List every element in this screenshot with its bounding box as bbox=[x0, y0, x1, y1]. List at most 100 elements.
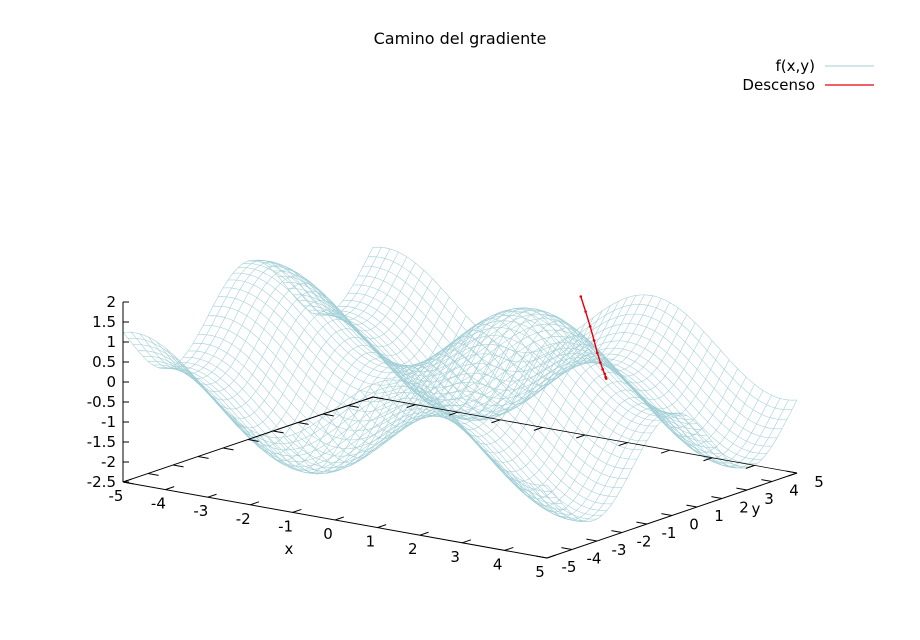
x-tick-label: 1 bbox=[366, 533, 376, 551]
y-tick-mark-back bbox=[297, 422, 309, 425]
descent-point bbox=[604, 377, 608, 380]
mesh-line-y bbox=[197, 334, 623, 488]
tick-labels: -5 -4 -3 -2 -1 0 1 2 3 4 5 -5 -4 -3 -2 -1 0 1 2 3 4 521.510.5… bbox=[87, 293, 824, 581]
mesh-line-y bbox=[187, 350, 613, 505]
mesh-line-y bbox=[317, 314, 743, 469]
surface-mesh bbox=[122, 246, 798, 522]
x-tick-mark bbox=[377, 524, 387, 529]
x-tick-mark bbox=[207, 493, 217, 498]
z-tick-label: 0.5 bbox=[92, 353, 116, 371]
y-tick-mark-back bbox=[322, 413, 334, 417]
mesh-line-y bbox=[227, 279, 653, 434]
mesh-line-x bbox=[131, 247, 382, 370]
descent-point bbox=[579, 295, 583, 298]
y-tick-label: -2 bbox=[637, 533, 652, 551]
x-tick-label: -2 bbox=[236, 510, 251, 528]
mesh-line-y bbox=[232, 272, 658, 427]
y-tick-mark-back bbox=[147, 473, 159, 476]
mesh-line-y bbox=[287, 288, 713, 442]
descent-point bbox=[603, 372, 606, 376]
mesh-line-y bbox=[247, 260, 673, 415]
descent-point bbox=[588, 325, 592, 328]
y-tick-label: 0 bbox=[689, 516, 699, 534]
mesh-line-y bbox=[347, 292, 773, 447]
mesh-line-y bbox=[182, 357, 608, 511]
mesh-line-y bbox=[132, 344, 558, 498]
z-tick-label: 1.5 bbox=[92, 313, 116, 331]
y-tick-label: 4 bbox=[789, 482, 799, 500]
mesh-line-y bbox=[242, 263, 668, 417]
mesh-line-y bbox=[362, 266, 788, 420]
mesh-line-y bbox=[147, 360, 573, 515]
z-tick-label: -1.5 bbox=[87, 433, 116, 451]
x-tick-mark bbox=[504, 546, 514, 551]
mesh-line-y bbox=[142, 356, 568, 510]
x-tick-label: -1 bbox=[278, 517, 293, 535]
y-axis-label: y bbox=[752, 500, 761, 518]
axes bbox=[122, 301, 798, 559]
y-tick-mark bbox=[761, 479, 773, 482]
z-tick-label: -2 bbox=[101, 453, 116, 471]
x-tick-mark-back bbox=[448, 411, 458, 416]
y-tick-label: -1 bbox=[662, 524, 677, 542]
mesh-line-y bbox=[292, 294, 718, 449]
chart-title: Camino del gradiente bbox=[374, 29, 547, 48]
y-tick-mark-back bbox=[222, 447, 234, 451]
z-tick-label: 1 bbox=[106, 333, 116, 351]
x-tick-label: -5 bbox=[109, 487, 124, 505]
y-tick-mark bbox=[661, 513, 673, 516]
y-tick-mark bbox=[636, 521, 648, 525]
mesh-line-x bbox=[512, 390, 764, 513]
x-tick-mark-back bbox=[491, 419, 501, 424]
x-axis-label: x bbox=[285, 540, 294, 558]
y-tick-mark bbox=[786, 470, 798, 474]
y-tick-label: 1 bbox=[714, 507, 724, 525]
x-tick-label: -3 bbox=[193, 502, 208, 520]
mesh-line-y bbox=[367, 256, 793, 410]
z-tick-label: -2.5 bbox=[87, 473, 116, 491]
x-tick-label: -4 bbox=[151, 495, 166, 513]
y-tick-label: 2 bbox=[739, 499, 749, 517]
mesh-line-y bbox=[167, 367, 593, 522]
x-tick-label: 5 bbox=[535, 563, 545, 581]
y-tick-mark-back bbox=[172, 464, 184, 468]
y-tick-label: 3 bbox=[764, 490, 774, 508]
mesh-line-y bbox=[302, 305, 728, 460]
descent-point bbox=[601, 368, 604, 371]
mesh-line-y bbox=[312, 312, 738, 467]
mesh-line-y bbox=[157, 367, 583, 521]
x-tick-mark-back bbox=[618, 442, 628, 447]
mesh-line-y bbox=[357, 275, 783, 430]
y-tick-mark bbox=[586, 538, 598, 542]
mesh-line-y bbox=[372, 246, 798, 401]
mesh-line-y bbox=[252, 259, 678, 414]
x-tick-mark-back bbox=[364, 396, 374, 401]
x-tick-mark-back bbox=[533, 426, 543, 431]
x-tick-mark-back bbox=[745, 464, 755, 469]
x-tick-label: 3 bbox=[450, 548, 460, 566]
x-tick-label: 2 bbox=[408, 540, 418, 558]
mesh-line-y bbox=[212, 305, 638, 460]
y-tick-mark-back bbox=[372, 396, 384, 400]
x-tick-mark bbox=[334, 516, 344, 521]
z-tick-label: 2 bbox=[106, 293, 116, 311]
mesh-line-x bbox=[504, 384, 755, 507]
descent-point bbox=[596, 351, 599, 355]
mesh-line-y bbox=[307, 309, 733, 464]
x-tick-mark bbox=[462, 539, 472, 544]
mesh-line-y bbox=[352, 284, 778, 439]
y-tick-label: 5 bbox=[814, 473, 824, 491]
mesh-line-y bbox=[342, 300, 768, 454]
y-tick-mark bbox=[686, 504, 698, 508]
x-tick-mark bbox=[165, 486, 175, 491]
x-tick-mark bbox=[292, 508, 302, 513]
x-tick-mark-back bbox=[406, 404, 416, 409]
descent-point bbox=[599, 361, 602, 364]
y-tick-mark bbox=[736, 487, 748, 491]
legend-label-surface: f(x,y) bbox=[775, 57, 815, 75]
mesh-line-y bbox=[177, 362, 603, 516]
y-tick-mark-back bbox=[247, 439, 259, 442]
x-tick-label: 0 bbox=[323, 525, 333, 543]
descent-path bbox=[579, 295, 608, 380]
y-tick-label: -4 bbox=[587, 550, 602, 568]
